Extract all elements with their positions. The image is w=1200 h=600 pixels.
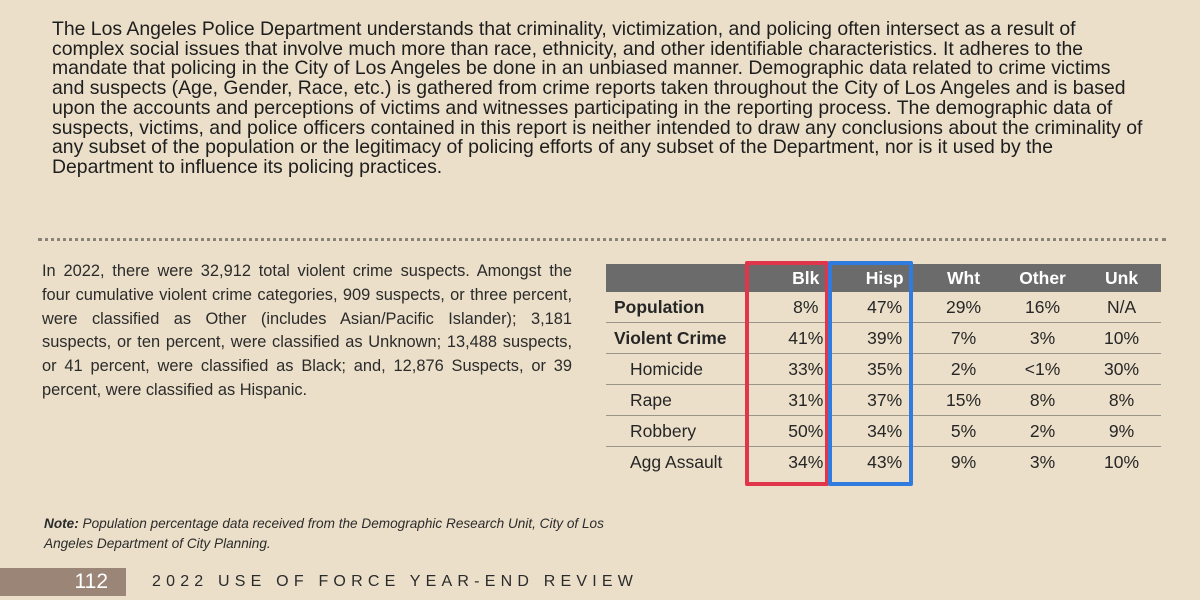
hisp-column-highlight [828, 261, 913, 486]
cell-hisp: 43% [867, 451, 903, 472]
cell-wht: 15% [924, 384, 1003, 416]
row-label: Population [606, 292, 767, 323]
cell-wht: 2% [924, 353, 1003, 385]
page-number: 112 [74, 570, 108, 593]
table-row: Rape 31% 37% 15% 8% 8% [606, 384, 1161, 416]
row-label: Rape [606, 384, 767, 416]
blk-column-highlight [745, 261, 829, 486]
cell-other: 8% [1002, 384, 1083, 416]
cell-blk: 8% [766, 292, 846, 323]
table-row: Homicide 33% 35% 2% <1% 30% [606, 353, 1161, 385]
summary-paragraph: In 2022, there were 32,912 total violent… [42, 262, 572, 399]
cell-wht: 5% [924, 415, 1003, 447]
header-other: Other [1002, 264, 1083, 292]
table-header-row: Blk Hisp Wht Other Unk [606, 264, 1161, 292]
note-label: Note: [44, 516, 79, 531]
demographics-table: Blk Hisp Wht Other Unk Population 8% 47%… [606, 264, 1161, 477]
cell-other: <1% [1002, 353, 1083, 385]
cell-other: 3% [1002, 322, 1083, 354]
dotted-divider [38, 238, 1166, 241]
cell-blk: 41% [766, 322, 846, 354]
header-wht: Wht [924, 264, 1003, 292]
cell-unk: N/A [1082, 292, 1161, 323]
page-number-tab: 112 [0, 568, 126, 596]
row-label: Violent Crime [606, 322, 767, 354]
row-label: Homicide [606, 353, 767, 385]
cell-blk: 34% [788, 451, 824, 472]
report-title: 2022 USE OF FORCE YEAR-END REVIEW [152, 573, 639, 590]
cell-wht: 29% [924, 292, 1003, 323]
cell-wht: 9% [950, 451, 977, 472]
cell-blk: 33% [766, 353, 846, 385]
row-label: Agg Assault [630, 451, 723, 472]
row-label: Robbery [606, 415, 767, 447]
cell-unk: 10% [1104, 451, 1140, 472]
table-row: Robbery 50% 34% 5% 2% 9% [606, 415, 1161, 447]
cell-wht: 7% [924, 322, 1003, 354]
cell-unk: 8% [1082, 384, 1161, 416]
source-note: Note: Population percentage data receive… [44, 514, 604, 554]
header-blk: Blk [766, 264, 846, 292]
header-label-column [606, 264, 767, 292]
table-row: Agg Assault 34% 43% 9% 3% 10% [606, 447, 1161, 478]
cell-unk: 30% [1082, 353, 1161, 385]
cell-other: 3% [1029, 451, 1056, 472]
cell-blk: 50% [766, 415, 846, 447]
cell-other: 2% [1002, 415, 1083, 447]
cell-unk: 10% [1082, 322, 1161, 354]
note-text: Population percentage data received from… [44, 516, 604, 551]
cell-unk: 9% [1082, 415, 1161, 447]
cell-other: 16% [1002, 292, 1083, 323]
cell-blk: 31% [766, 384, 846, 416]
header-unk: Unk [1082, 264, 1161, 292]
table-row: Violent Crime 41% 39% 7% 3% 10% [606, 322, 1161, 354]
intro-paragraph: The Los Angeles Police Department unders… [52, 18, 1143, 178]
